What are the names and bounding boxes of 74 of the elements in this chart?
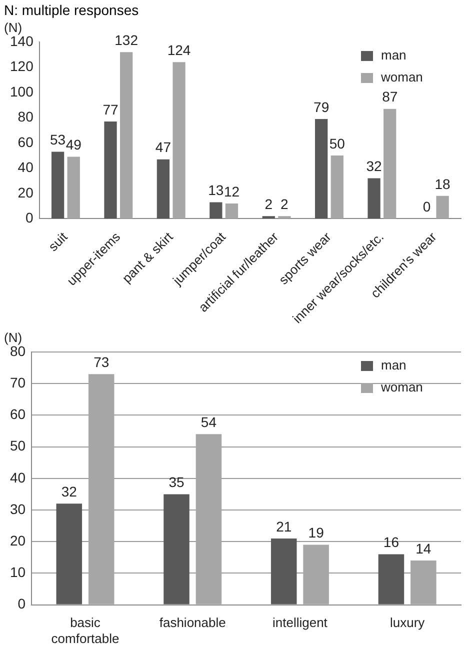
bar [172,62,186,219]
legend-label: woman [380,380,423,395]
bar [278,216,291,219]
data-label: 2 [264,196,273,212]
y-tick-label: 20 [18,184,34,200]
y-tick-label: 20 [10,532,26,548]
bar [88,374,114,604]
y-axis-title: (N) [4,330,22,346]
x-tick-label: suit [45,228,71,254]
data-label: 124 [167,42,191,58]
y-tick-label: 0 [18,596,26,612]
bar [378,554,404,604]
y-tick-label: 30 [10,500,26,517]
data-label: 54 [200,414,217,430]
data-label: 53 [50,132,66,148]
data-label: 19 [308,524,324,541]
chart-title: N: multiple responses [3,1,140,20]
data-label: 12 [224,183,240,200]
y-tick-label: 80 [18,108,34,125]
bar [270,538,297,604]
y-tick-label: 50 [10,438,26,454]
y-tick-label: 0 [26,209,34,226]
bar [315,118,328,219]
y-tick-label: 60 [18,134,34,150]
legend-label: man [381,48,406,63]
data-label: 73 [94,354,110,370]
x-tick-label: luxury [390,615,426,630]
data-label: 14 [416,540,432,556]
y-tick-label: 60 [10,406,26,422]
data-label: 50 [329,135,346,152]
data-label: 47 [155,139,172,156]
data-label: 79 [314,98,330,115]
y-tick-label: 120 [10,58,34,74]
bar [262,216,275,219]
bar [368,178,380,219]
y-tick-label: 100 [10,83,34,100]
data-label: 32 [366,158,382,174]
y-tick-label: 10 [10,564,26,580]
bar [225,203,238,219]
bar [436,196,449,219]
data-label: 132 [114,32,138,48]
bar [384,108,396,219]
y-axis-title: (N) [4,20,22,36]
x-tick-label: fashionable [159,615,226,630]
bar [51,152,64,219]
bar [104,121,117,219]
data-label: 35 [168,474,184,490]
bar [120,52,133,219]
bar [196,434,222,604]
y-tick-label: 40 [10,469,26,486]
bar [410,560,436,604]
y-tick-label: 40 [18,159,34,176]
x-tick-label: intelligent [272,615,328,630]
bar [156,159,170,219]
bar [303,544,329,604]
y-tick-label: 70 [10,374,26,390]
data-label: 77 [102,101,119,118]
bar [164,494,190,604]
bar [67,156,80,219]
data-label: 0 [422,198,431,214]
data-label: 32 [61,484,78,500]
data-label: 49 [66,136,82,153]
bar [210,202,222,219]
data-label: 18 [434,176,451,192]
data-label: 87 [382,88,398,105]
legend-label: man [381,358,406,373]
data-label: 21 [276,518,292,534]
data-label: 2 [280,196,289,212]
data-label: 13 [208,182,224,198]
bar [330,156,344,219]
bar [56,504,82,604]
x-tick-label: basic comfortable [51,615,120,646]
data-label: 16 [383,534,400,550]
legend-label: woman [380,70,423,85]
